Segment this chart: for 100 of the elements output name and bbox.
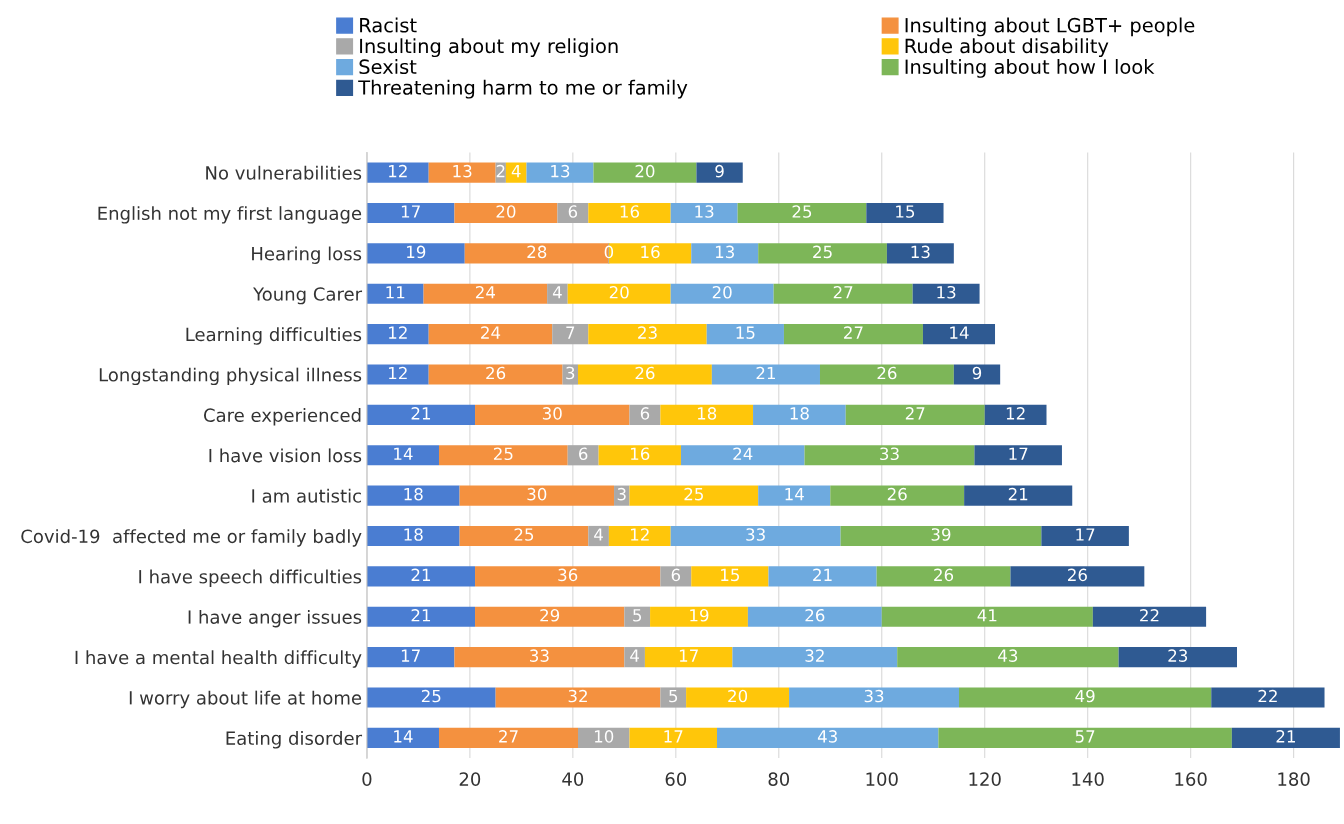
data-label: 17 bbox=[401, 205, 420, 218]
legend-label: Insulting about LGBT+ people bbox=[905, 17, 1195, 37]
data-label: 16 bbox=[631, 447, 650, 461]
data-label: 24 bbox=[475, 285, 495, 299]
data-label: 21 bbox=[1008, 487, 1028, 501]
data-label: 9 bbox=[972, 366, 982, 380]
data-label: 13 bbox=[453, 164, 472, 178]
data-label: 32 bbox=[805, 649, 824, 662]
data-label: 17 bbox=[1009, 447, 1028, 460]
data-label: 9 bbox=[715, 164, 724, 178]
x-tick-label: 120 bbox=[969, 772, 1001, 786]
data-label: 25 bbox=[493, 447, 513, 461]
data-label: 43 bbox=[817, 730, 837, 743]
data-label: 29 bbox=[540, 608, 560, 622]
data-label: 33 bbox=[864, 689, 884, 703]
x-tick-label: 40 bbox=[562, 772, 584, 786]
data-label: 14 bbox=[785, 488, 804, 501]
data-label: 6 bbox=[640, 407, 650, 420]
data-label: 36 bbox=[558, 568, 578, 582]
x-tick-label: 20 bbox=[459, 772, 481, 786]
legend-label: Insulting about how I look bbox=[905, 59, 1155, 78]
data-label: 39 bbox=[931, 528, 951, 541]
data-label: 16 bbox=[641, 245, 660, 259]
data-label: 14 bbox=[950, 326, 969, 339]
data-label: 30 bbox=[542, 407, 562, 420]
data-label: 43 bbox=[998, 649, 1018, 662]
data-label: 27 bbox=[905, 407, 925, 420]
y-tick-label: I am autistic bbox=[252, 488, 361, 503]
data-label: 57 bbox=[1075, 730, 1095, 743]
x-tick-label: 100 bbox=[866, 772, 898, 786]
data-label: 12 bbox=[1006, 407, 1025, 420]
legend-label: Insulting about my religion bbox=[360, 38, 618, 58]
data-label: 13 bbox=[911, 245, 930, 259]
data-label: 27 bbox=[499, 730, 518, 743]
data-label: 16 bbox=[620, 205, 640, 218]
x-tick-label: 140 bbox=[1072, 772, 1104, 786]
data-label: 14 bbox=[394, 447, 413, 460]
data-label: 6 bbox=[568, 205, 578, 218]
data-label: 17 bbox=[664, 730, 683, 743]
x-tick-label: 80 bbox=[768, 772, 790, 786]
x-tick-label: 180 bbox=[1278, 772, 1310, 786]
data-label: 33 bbox=[880, 447, 899, 461]
data-label: 14 bbox=[394, 730, 413, 743]
data-label: 21 bbox=[411, 608, 431, 622]
data-label: 0 bbox=[604, 245, 614, 259]
legend-label: Rude about disability bbox=[905, 38, 1109, 58]
data-label: 15 bbox=[721, 568, 740, 582]
data-label: 26 bbox=[635, 366, 655, 380]
data-label: 18 bbox=[790, 407, 809, 420]
y-tick-label: I have vision loss bbox=[209, 448, 362, 463]
data-label: 5 bbox=[633, 609, 642, 622]
y-tick-label: No vulnerabilities bbox=[206, 165, 362, 180]
x-tick-label: 160 bbox=[1175, 772, 1207, 786]
data-label: 21 bbox=[1276, 730, 1295, 743]
data-label: 30 bbox=[527, 487, 547, 501]
data-label: 12 bbox=[389, 326, 407, 339]
data-label: 22 bbox=[1258, 689, 1277, 703]
data-label: 12 bbox=[389, 164, 407, 178]
data-label: 6 bbox=[579, 447, 588, 461]
data-label: 13 bbox=[937, 285, 956, 299]
data-label: 15 bbox=[736, 326, 755, 339]
data-label: 24 bbox=[733, 447, 753, 460]
data-label: 22 bbox=[1140, 608, 1159, 622]
data-label: 7 bbox=[566, 326, 575, 339]
data-label: 4 bbox=[630, 649, 639, 662]
data-label: 28 bbox=[527, 245, 547, 259]
data-label: 18 bbox=[697, 407, 717, 420]
x-tick-label: 60 bbox=[665, 772, 687, 786]
data-label: 26 bbox=[486, 366, 506, 380]
data-label: 17 bbox=[401, 649, 420, 662]
data-label: 21 bbox=[756, 366, 775, 380]
data-label: 2 bbox=[496, 164, 505, 178]
data-label: 19 bbox=[690, 608, 709, 622]
data-label: 26 bbox=[805, 608, 825, 622]
legend-label: Racist bbox=[360, 17, 417, 33]
data-label: 11 bbox=[386, 286, 405, 299]
data-label: 15 bbox=[896, 205, 915, 218]
legend-label: Sexist bbox=[359, 59, 417, 75]
data-label: 4 bbox=[594, 528, 603, 541]
data-label: 26 bbox=[877, 366, 897, 380]
data-label: 20 bbox=[609, 285, 629, 299]
data-label: 12 bbox=[389, 366, 407, 380]
data-label: 10 bbox=[594, 730, 614, 743]
data-label: 33 bbox=[746, 528, 765, 541]
y-tick-label: I have anger issues bbox=[188, 609, 362, 628]
data-label: 33 bbox=[530, 649, 549, 662]
data-label: 26 bbox=[934, 568, 954, 582]
data-label: 6 bbox=[671, 568, 681, 582]
data-label: 41 bbox=[977, 609, 997, 622]
data-label: 13 bbox=[551, 164, 570, 178]
y-tick-label: English not my first language bbox=[98, 206, 362, 224]
data-label: 32 bbox=[568, 689, 587, 703]
data-label: 20 bbox=[712, 285, 732, 299]
data-label: 18 bbox=[404, 528, 423, 541]
data-label: 3 bbox=[617, 487, 626, 501]
data-label: 20 bbox=[496, 205, 516, 218]
data-label: 13 bbox=[695, 205, 714, 218]
legend-label: Threatening harm to me or family bbox=[358, 79, 688, 99]
data-label: 49 bbox=[1075, 689, 1095, 703]
data-label: 26 bbox=[887, 487, 907, 501]
